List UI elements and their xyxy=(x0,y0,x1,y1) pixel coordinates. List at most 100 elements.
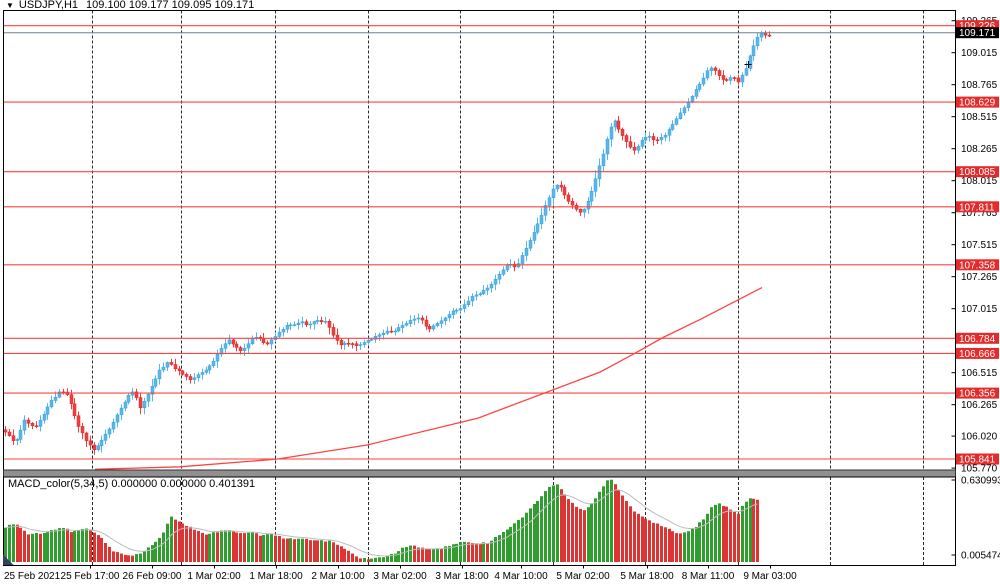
time-axis-label: 9 Mar 03:00 xyxy=(743,571,797,582)
candle-body xyxy=(458,308,463,311)
macd-histogram-bar xyxy=(436,548,439,562)
macd-histogram-bar xyxy=(220,530,223,562)
candle-body xyxy=(609,126,614,140)
macd-histogram-bar xyxy=(598,491,601,562)
macd-histogram-bar xyxy=(266,534,269,562)
candle-body xyxy=(493,279,498,285)
price-axis: 109.265109.015108.765108.515108.265108.0… xyxy=(951,16,1000,562)
candle-body xyxy=(393,330,398,333)
macd-histogram-bar xyxy=(533,504,536,562)
candle-body xyxy=(142,400,147,409)
candle-body xyxy=(269,339,274,345)
candle-body xyxy=(223,343,228,349)
candle-body xyxy=(196,374,201,379)
ohlc-readout: 109.100 109.177 109.095 109.171 xyxy=(86,0,255,11)
candle-body xyxy=(408,320,413,324)
candle-body xyxy=(435,323,440,327)
candle-body xyxy=(327,321,332,328)
candle-body xyxy=(319,320,324,323)
price-badge-label: 108.629 xyxy=(959,98,996,109)
candle-body xyxy=(385,330,390,334)
macd-histogram-bar xyxy=(363,558,366,562)
macd-histogram-bar xyxy=(521,517,524,562)
time-axis-label: 4 Mar 10:00 xyxy=(494,571,548,582)
price-tick-label: 108.765 xyxy=(961,80,998,91)
candle-body xyxy=(632,146,637,151)
candle-body xyxy=(96,445,101,450)
symbol-dropdown-icon[interactable]: ▼ xyxy=(6,1,14,10)
candle-body xyxy=(586,200,591,210)
macd-histogram-bar xyxy=(201,532,204,562)
macd-histogram-bar xyxy=(517,520,520,562)
candle-body xyxy=(207,365,212,371)
candle-body xyxy=(674,118,679,125)
candle-body xyxy=(188,376,193,380)
macd-histogram-bar xyxy=(58,528,61,562)
candle-body xyxy=(119,407,124,416)
macd-histogram-bar xyxy=(104,543,107,562)
candle-body xyxy=(505,264,510,271)
candle-body xyxy=(45,406,50,415)
candle-body xyxy=(308,323,313,326)
macd-histogram-bar xyxy=(170,516,173,562)
macd-histogram-bar xyxy=(459,542,462,562)
pane-splitter[interactable] xyxy=(3,469,956,478)
macd-histogram-bar xyxy=(486,543,489,562)
candle-body xyxy=(589,191,594,202)
macd-histogram-bar xyxy=(583,510,586,562)
candle-body xyxy=(161,366,166,371)
macd-histogram-bar xyxy=(479,543,482,562)
macd-histogram-bar xyxy=(452,544,455,562)
candle-body xyxy=(628,141,633,148)
macd-histogram-bar xyxy=(610,479,613,562)
macd-histogram-bar xyxy=(417,547,420,562)
candle-body xyxy=(551,188,556,198)
macd-histogram-bar xyxy=(633,511,636,562)
macd-histogram-bar xyxy=(621,495,624,562)
candle-body xyxy=(215,353,220,362)
candle-body xyxy=(485,287,490,291)
macd-histogram-bar xyxy=(193,529,196,562)
macd-histogram-bar xyxy=(664,527,667,562)
macd-histogram-bar xyxy=(135,554,138,562)
macd-histogram-bar xyxy=(698,522,701,562)
time-axis: 25 Feb 2021 25 Feb 17:00 26 Feb 09:00 1 Mar… xyxy=(4,565,797,582)
macd-histogram-bar xyxy=(343,548,346,562)
candle-body xyxy=(713,67,718,71)
macd-histogram-bar xyxy=(660,526,663,562)
macd-histogram-bar xyxy=(390,553,393,562)
candle-body xyxy=(49,400,54,408)
macd-histogram-bar xyxy=(563,494,566,562)
candle-body xyxy=(412,318,417,321)
price-tick-label: 108.515 xyxy=(961,112,998,123)
candle-body xyxy=(613,120,618,128)
candle-body xyxy=(261,338,266,343)
macd-histogram-bar xyxy=(374,557,377,562)
time-axis-label: 1 Mar 02:00 xyxy=(187,571,241,582)
macd-histogram-bar xyxy=(490,540,493,562)
macd-histogram-bar xyxy=(656,523,659,562)
candles-layer xyxy=(3,30,772,455)
macd-histogram-bar xyxy=(421,547,424,562)
candle-body xyxy=(686,101,691,108)
candle-body xyxy=(53,396,58,401)
macd-histogram-bar xyxy=(316,540,319,562)
macd-histogram-bar xyxy=(382,557,385,562)
candle-body xyxy=(578,208,583,213)
candle-body xyxy=(640,139,645,147)
candle-body xyxy=(539,215,544,225)
macd-histogram-bar xyxy=(749,498,752,562)
macd-histogram-bar xyxy=(262,534,265,562)
macd-histogram-bar xyxy=(367,559,370,562)
price-tick-label: 108.265 xyxy=(961,144,998,155)
candle-body xyxy=(751,45,756,57)
macd-histogram-bar xyxy=(571,502,574,562)
price-badge xyxy=(956,387,999,399)
macd-histogram-bar xyxy=(737,513,740,562)
candle-body xyxy=(478,293,483,296)
candle-body xyxy=(593,178,598,192)
candle-body xyxy=(566,194,571,202)
macd-histogram-bar xyxy=(347,550,350,562)
candle-body xyxy=(454,309,459,312)
